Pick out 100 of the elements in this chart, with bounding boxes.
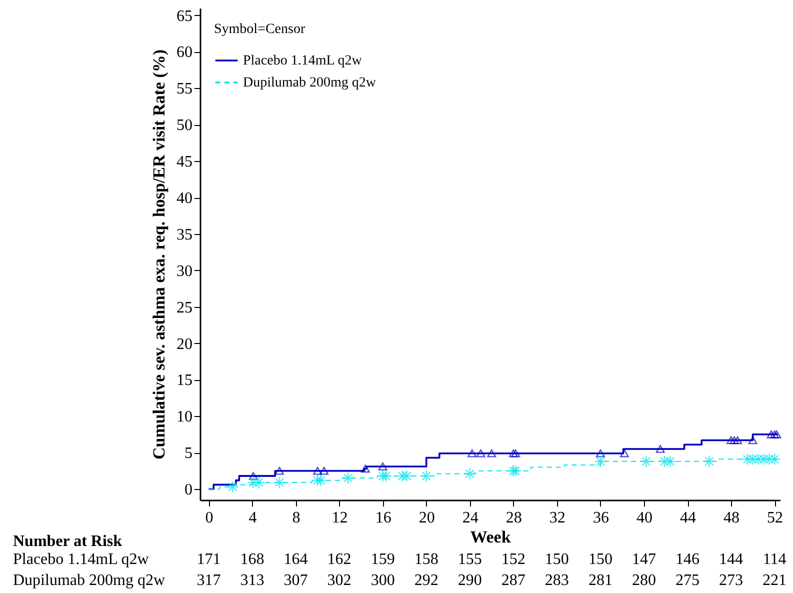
point [730,436,739,444]
point [763,453,776,466]
y-tick-label: 55 [176,80,192,98]
point [311,474,324,486]
text: 280 [632,572,656,589]
point [420,470,432,482]
point [396,470,408,482]
y-tick-label: 45 [176,154,192,171]
point [464,468,476,480]
x-tick-label: 44 [680,510,696,526]
x-tick-label: 0 [205,510,214,526]
point [770,430,780,438]
point [511,449,520,458]
text: 317 [196,572,221,589]
point [226,480,239,493]
point [314,474,327,486]
x-tick-label: 4 [248,510,257,526]
y-tick-label: 0 [184,482,192,499]
point [640,455,652,468]
y-tick-label: 60 [176,44,192,62]
text: Dupilumab 200mg q2w [13,572,166,589]
point [508,449,518,458]
point [658,455,671,468]
point [380,470,392,482]
y-tick-label: 20 [176,336,192,353]
text: 273 [719,572,744,589]
point [476,449,486,458]
x-tick-label: 48 [724,510,740,526]
text: Number at Risk [13,533,122,550]
point [509,464,522,477]
text: 114 [762,551,786,568]
point [746,453,759,466]
text: 147 [632,551,656,568]
point [507,464,520,477]
point [248,472,258,480]
y-tick-label: 40 [176,190,192,208]
x-tick-label: 20 [418,510,435,526]
text: 164 [284,551,308,568]
point [758,453,770,466]
point [741,453,754,466]
text: 300 [370,572,395,589]
legend-label: Dupilumab 200mg q2w [243,76,377,90]
text: 281 [588,572,612,589]
point [378,462,388,470]
x-tick-label: 8 [292,510,300,526]
text: 290 [458,572,482,589]
point [766,430,776,438]
point [752,453,764,466]
x-tick-label: 40 [636,510,652,526]
text: 144 [719,551,744,568]
y-tick-label: 50 [176,117,192,134]
y-tick-label: 15 [176,372,192,390]
y-tick-label: 30 [176,262,192,280]
text: Placebo 1.14mL q2w [13,551,150,568]
x-tick-label: 32 [549,510,566,526]
text: 162 [327,551,352,568]
point [748,436,758,444]
text: 275 [676,572,700,589]
point [656,445,665,453]
text: 150 [544,551,569,568]
point [273,476,286,489]
y-tick-label: 25 [176,299,192,316]
text: 158 [414,551,438,568]
point [487,449,496,458]
text: 171 [196,551,221,568]
point [247,476,260,489]
point [620,449,629,458]
point [342,472,354,484]
text: 159 [370,551,395,568]
y-tick-label: 5 [184,445,192,462]
point [726,436,736,444]
x-tick-label: 28 [506,510,522,526]
x-tick-label: 16 [375,510,392,526]
text: 146 [676,551,700,568]
point [733,436,742,444]
text: 168 [240,551,264,568]
x-tick-label: 12 [332,510,348,526]
text: 302 [327,572,352,589]
text: 152 [501,551,526,568]
text: 313 [240,572,264,589]
x-tick-label: 52 [767,510,784,526]
x-tick-label: 36 [592,510,609,526]
x-axis-title: Week [470,528,512,546]
x-tick-label: 24 [462,510,478,526]
point [768,453,781,466]
y-tick-label: 65 [176,8,192,25]
point [320,466,329,475]
point [703,455,716,468]
point [594,455,607,468]
text: 292 [414,572,438,589]
point [360,464,370,473]
point [252,476,265,489]
y-tick-label: 35 [176,226,192,244]
point [400,470,413,482]
text: 150 [588,551,612,568]
text: 307 [284,572,308,589]
text: 221 [762,572,787,589]
y-tick-label: 10 [176,408,192,426]
point [772,430,782,438]
point [468,449,477,458]
